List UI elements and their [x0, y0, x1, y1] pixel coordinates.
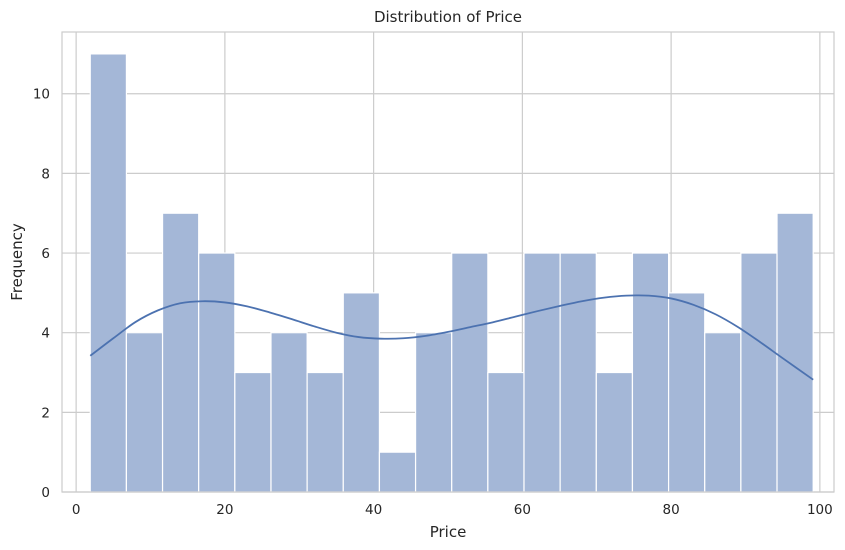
histogram-bar: [270, 332, 308, 493]
histogram-bar: [306, 371, 344, 493]
histogram-bar: [776, 212, 814, 493]
histogram-bar: [125, 332, 164, 493]
x-tick-label: 100: [807, 502, 833, 518]
histogram-bar: [595, 371, 634, 493]
histogram-bar: [234, 371, 272, 493]
plot-frame: [61, 31, 835, 493]
histogram-bar: [451, 252, 489, 493]
histogram-bar: [89, 53, 128, 493]
y-tick-label: 0: [41, 485, 50, 501]
x-tick-label: 80: [663, 502, 680, 518]
histogram-bar: [667, 292, 706, 493]
chart-title: Distribution of Price: [374, 8, 522, 26]
y-tick-label: 10: [33, 87, 50, 103]
histogram-bar: [559, 252, 597, 493]
kde-line: [89, 294, 814, 381]
histogram-bar: [631, 252, 670, 493]
kde-layer: [89, 294, 814, 381]
y-axis-label: Frequency: [8, 223, 26, 301]
histogram-bar: [740, 252, 778, 493]
histogram-bar: [704, 332, 742, 493]
y-tick-label: 4: [41, 326, 50, 342]
x-tick-labels: 0 20 40 60 80 100: [72, 502, 833, 518]
histogram-bar: [161, 212, 200, 493]
y-tick-label: 6: [41, 246, 50, 262]
x-axis-label: Price: [430, 523, 467, 541]
x-tick-label: 20: [216, 502, 233, 518]
histogram-bar: [342, 292, 381, 493]
histogram-bar: [378, 451, 417, 493]
x-tick-label: 40: [365, 502, 382, 518]
y-tick-labels: 0 2 4 6 8 10: [33, 87, 50, 501]
bars-layer: [89, 53, 814, 493]
histogram-bar: [198, 252, 236, 493]
histogram-bar: [487, 371, 525, 493]
histogram-bar: [523, 252, 561, 493]
x-tick-label: 0: [72, 502, 81, 518]
x-tick-label: 60: [514, 502, 531, 518]
y-tick-label: 8: [41, 166, 50, 182]
histogram-bar: [414, 332, 453, 493]
y-tick-label: 2: [41, 405, 50, 421]
